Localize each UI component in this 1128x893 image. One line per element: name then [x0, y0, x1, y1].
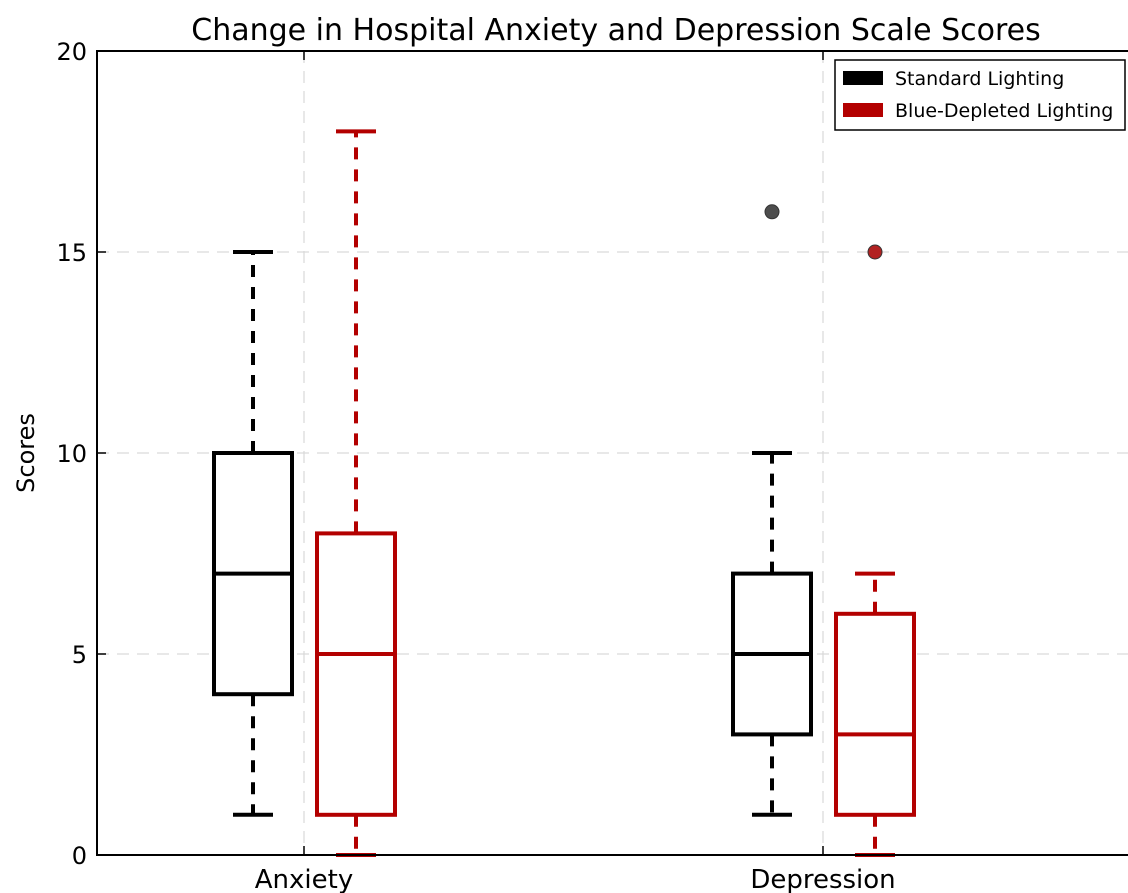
grid-lines — [97, 51, 1128, 855]
legend-box — [834, 59, 1126, 131]
outlier-point — [764, 204, 780, 220]
x-tick-label: Depression — [750, 865, 895, 893]
box-anxiety-blue-depleted — [315, 129, 397, 857]
chart-title: Change in Hospital Anxiety and Depressio… — [191, 13, 1040, 48]
y-tick-label: 5 — [72, 641, 87, 669]
box-anxiety-standard — [212, 250, 294, 817]
box-depression-blue-depleted — [834, 244, 916, 857]
y-tick-label: 10 — [56, 440, 87, 468]
legend-swatch — [843, 103, 883, 117]
legend-label: Standard Lighting — [895, 68, 1064, 90]
y-tick-label: 0 — [72, 842, 87, 870]
legend: Standard Lighting Blue-Depleted Lighting — [834, 59, 1126, 131]
outlier-point — [867, 244, 883, 260]
iqr-box — [834, 611, 916, 817]
iqr-box — [315, 531, 397, 817]
box-depression-standard — [731, 204, 813, 817]
y-tick-label: 15 — [56, 239, 87, 267]
y-axis-label: Scores — [12, 413, 40, 493]
legend-label: Blue-Depleted Lighting — [895, 100, 1113, 122]
y-tick-label: 20 — [56, 38, 87, 66]
x-tick-label: Anxiety — [255, 865, 353, 893]
legend-swatch — [843, 71, 883, 85]
axis-ticks: 0 5 10 15 20 Anxiety Depression — [56, 38, 895, 893]
box-series — [212, 129, 916, 857]
